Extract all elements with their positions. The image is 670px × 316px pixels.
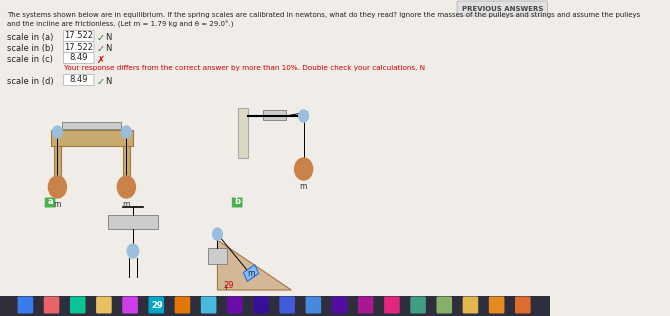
Text: ✓: ✓ <box>97 44 105 54</box>
Text: 17.522: 17.522 <box>64 42 93 52</box>
Text: 8.49: 8.49 <box>70 76 88 84</box>
Bar <box>263 110 285 120</box>
Bar <box>208 248 227 264</box>
FancyBboxPatch shape <box>64 41 94 52</box>
Text: 8.49: 8.49 <box>70 53 88 63</box>
Bar <box>62 122 121 129</box>
Text: m: m <box>299 182 306 191</box>
Text: PREVIOUS ANSWERS: PREVIOUS ANSWERS <box>462 6 543 12</box>
FancyBboxPatch shape <box>253 296 269 313</box>
Bar <box>0 296 550 316</box>
Bar <box>54 146 61 178</box>
FancyBboxPatch shape <box>149 296 164 313</box>
Text: scale in (c): scale in (c) <box>7 55 52 64</box>
Text: N: N <box>105 33 111 42</box>
Polygon shape <box>218 240 291 290</box>
Circle shape <box>117 176 135 198</box>
FancyBboxPatch shape <box>232 198 243 208</box>
Text: 29: 29 <box>151 301 163 309</box>
Circle shape <box>127 244 139 258</box>
Bar <box>109 215 157 229</box>
Circle shape <box>295 158 313 180</box>
FancyBboxPatch shape <box>44 296 60 313</box>
FancyBboxPatch shape <box>384 296 400 313</box>
Text: N: N <box>105 44 111 53</box>
FancyBboxPatch shape <box>70 296 86 313</box>
FancyBboxPatch shape <box>64 52 94 64</box>
Text: ✓: ✓ <box>97 33 105 43</box>
Circle shape <box>48 176 66 198</box>
FancyBboxPatch shape <box>201 296 216 313</box>
Text: b: b <box>234 198 240 206</box>
Text: scale in (b): scale in (b) <box>7 44 53 53</box>
FancyBboxPatch shape <box>489 296 505 313</box>
Text: m: m <box>53 200 60 209</box>
Text: ✓: ✓ <box>97 77 105 87</box>
FancyBboxPatch shape <box>436 296 452 313</box>
Text: ✗: ✗ <box>97 55 105 65</box>
Text: 29: 29 <box>224 281 234 289</box>
FancyBboxPatch shape <box>96 296 112 313</box>
Bar <box>238 108 248 158</box>
Bar <box>123 146 130 178</box>
FancyBboxPatch shape <box>332 296 347 313</box>
FancyBboxPatch shape <box>227 296 243 313</box>
Text: 17.522: 17.522 <box>64 32 93 40</box>
FancyBboxPatch shape <box>463 296 478 313</box>
FancyBboxPatch shape <box>306 296 321 313</box>
Text: and the incline are frictionless. (Let m = 1.79 kg and θ = 29.0°.): and the incline are frictionless. (Let m… <box>7 21 233 28</box>
Text: m: m <box>122 200 129 209</box>
Circle shape <box>299 110 309 122</box>
Polygon shape <box>243 265 259 281</box>
FancyBboxPatch shape <box>45 198 56 208</box>
Bar <box>51 130 133 146</box>
Text: m: m <box>247 269 255 277</box>
Text: scale in (d): scale in (d) <box>7 77 53 86</box>
FancyBboxPatch shape <box>279 296 295 313</box>
Circle shape <box>212 228 222 240</box>
Text: The systems shown below are in equilibrium. If the spring scales are calibrated : The systems shown below are in equilibri… <box>7 12 640 18</box>
FancyBboxPatch shape <box>64 31 94 41</box>
FancyBboxPatch shape <box>123 296 138 313</box>
Text: N: N <box>105 77 111 86</box>
Text: Your response differs from the correct answer by more than 10%. Double check you: Your response differs from the correct a… <box>64 65 425 71</box>
Circle shape <box>52 126 62 138</box>
Text: scale in (a): scale in (a) <box>7 33 53 42</box>
FancyBboxPatch shape <box>410 296 426 313</box>
FancyBboxPatch shape <box>64 75 94 86</box>
FancyBboxPatch shape <box>175 296 190 313</box>
FancyBboxPatch shape <box>17 296 33 313</box>
FancyBboxPatch shape <box>457 1 547 16</box>
Circle shape <box>121 126 131 138</box>
FancyBboxPatch shape <box>358 296 373 313</box>
FancyBboxPatch shape <box>515 296 531 313</box>
Text: a: a <box>48 198 53 206</box>
